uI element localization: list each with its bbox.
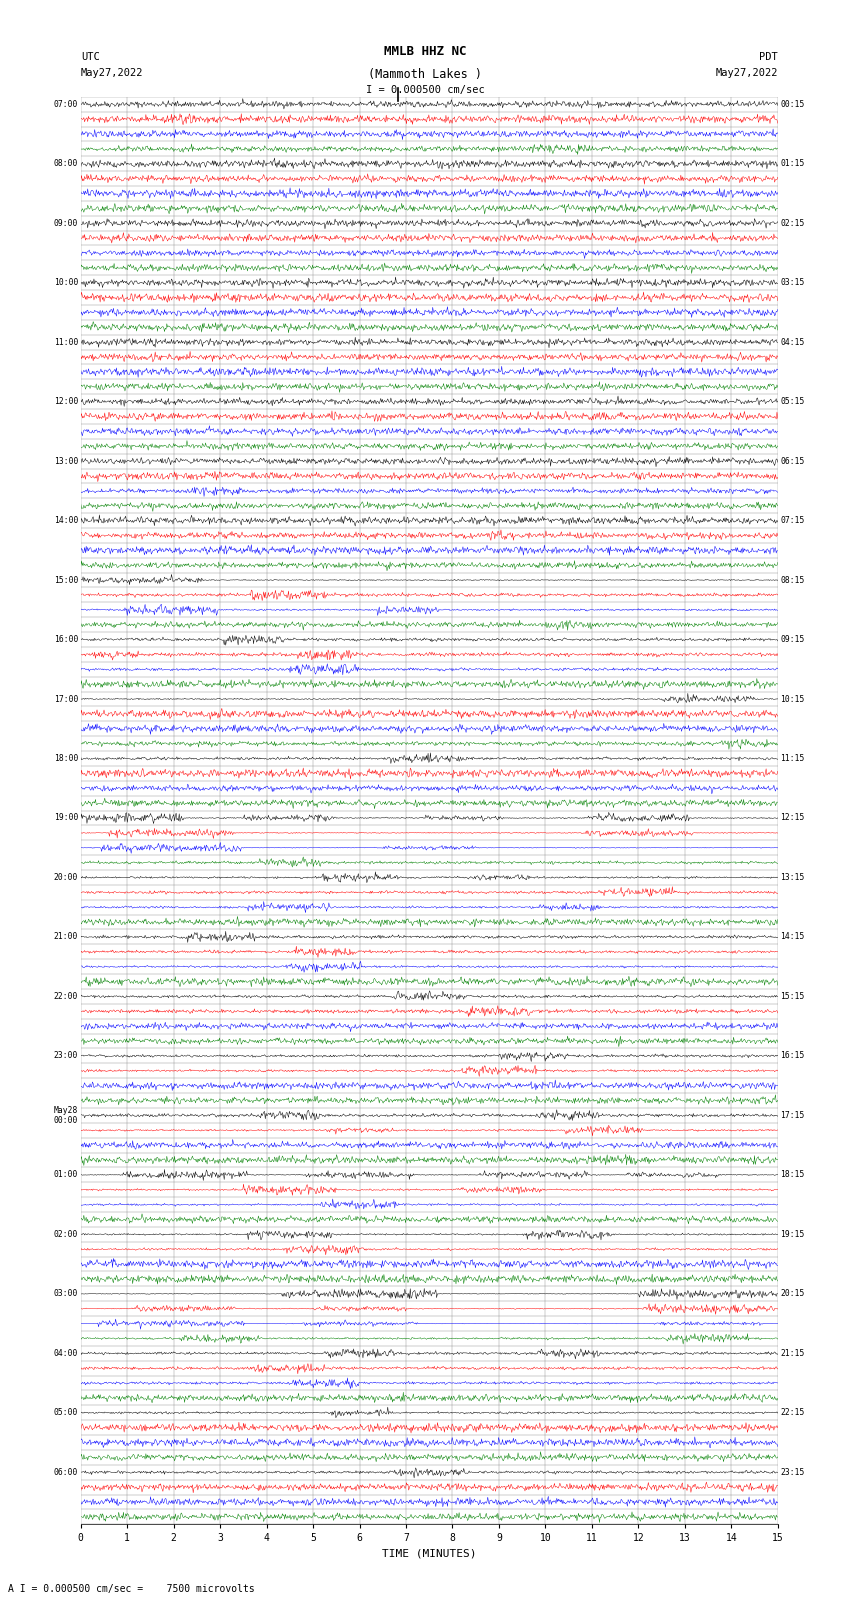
Text: A I = 0.000500 cm/sec =    7500 microvolts: A I = 0.000500 cm/sec = 7500 microvolts — [8, 1584, 255, 1594]
Text: MMLB HHZ NC: MMLB HHZ NC — [383, 45, 467, 58]
Text: 15:00: 15:00 — [54, 576, 78, 584]
Text: UTC: UTC — [81, 52, 99, 61]
Text: 11:00: 11:00 — [54, 337, 78, 347]
Text: 12:00: 12:00 — [54, 397, 78, 406]
Text: 16:15: 16:15 — [780, 1052, 805, 1060]
Text: 07:00: 07:00 — [54, 100, 78, 108]
Text: 18:00: 18:00 — [54, 753, 78, 763]
Text: 14:15: 14:15 — [780, 932, 805, 942]
Text: May27,2022: May27,2022 — [715, 68, 778, 77]
Text: 04:00: 04:00 — [54, 1348, 78, 1358]
Text: 01:15: 01:15 — [780, 160, 805, 168]
Text: PDT: PDT — [759, 52, 778, 61]
Text: May28
00:00: May28 00:00 — [54, 1105, 78, 1124]
Text: 04:15: 04:15 — [780, 337, 805, 347]
Text: 10:15: 10:15 — [780, 695, 805, 703]
Text: 19:00: 19:00 — [54, 813, 78, 823]
Text: 05:15: 05:15 — [780, 397, 805, 406]
Text: 11:15: 11:15 — [780, 753, 805, 763]
Text: 10:00: 10:00 — [54, 277, 78, 287]
Text: 02:15: 02:15 — [780, 219, 805, 227]
Text: 00:15: 00:15 — [780, 100, 805, 108]
Text: 12:15: 12:15 — [780, 813, 805, 823]
Text: 02:00: 02:00 — [54, 1229, 78, 1239]
Text: 23:15: 23:15 — [780, 1468, 805, 1478]
Text: 08:00: 08:00 — [54, 160, 78, 168]
Text: 07:15: 07:15 — [780, 516, 805, 526]
Text: 13:15: 13:15 — [780, 873, 805, 882]
Text: 20:15: 20:15 — [780, 1289, 805, 1298]
Text: 06:15: 06:15 — [780, 456, 805, 466]
Text: 13:00: 13:00 — [54, 456, 78, 466]
Text: 06:00: 06:00 — [54, 1468, 78, 1478]
Text: (Mammoth Lakes ): (Mammoth Lakes ) — [368, 68, 482, 81]
Text: 22:15: 22:15 — [780, 1408, 805, 1418]
Text: 14:00: 14:00 — [54, 516, 78, 526]
Text: 17:15: 17:15 — [780, 1111, 805, 1119]
Text: 03:00: 03:00 — [54, 1289, 78, 1298]
Text: 20:00: 20:00 — [54, 873, 78, 882]
Text: 21:00: 21:00 — [54, 932, 78, 942]
X-axis label: TIME (MINUTES): TIME (MINUTES) — [382, 1548, 477, 1558]
Text: 08:15: 08:15 — [780, 576, 805, 584]
Text: 21:15: 21:15 — [780, 1348, 805, 1358]
Text: I = 0.000500 cm/sec: I = 0.000500 cm/sec — [366, 85, 484, 95]
Text: 19:15: 19:15 — [780, 1229, 805, 1239]
Text: 22:00: 22:00 — [54, 992, 78, 1002]
Text: 18:15: 18:15 — [780, 1171, 805, 1179]
Text: 17:00: 17:00 — [54, 695, 78, 703]
Text: 16:00: 16:00 — [54, 636, 78, 644]
Text: 09:15: 09:15 — [780, 636, 805, 644]
Text: 23:00: 23:00 — [54, 1052, 78, 1060]
Text: May27,2022: May27,2022 — [81, 68, 144, 77]
Text: 15:15: 15:15 — [780, 992, 805, 1002]
Text: 05:00: 05:00 — [54, 1408, 78, 1418]
Text: 01:00: 01:00 — [54, 1171, 78, 1179]
Text: 09:00: 09:00 — [54, 219, 78, 227]
Text: 03:15: 03:15 — [780, 277, 805, 287]
